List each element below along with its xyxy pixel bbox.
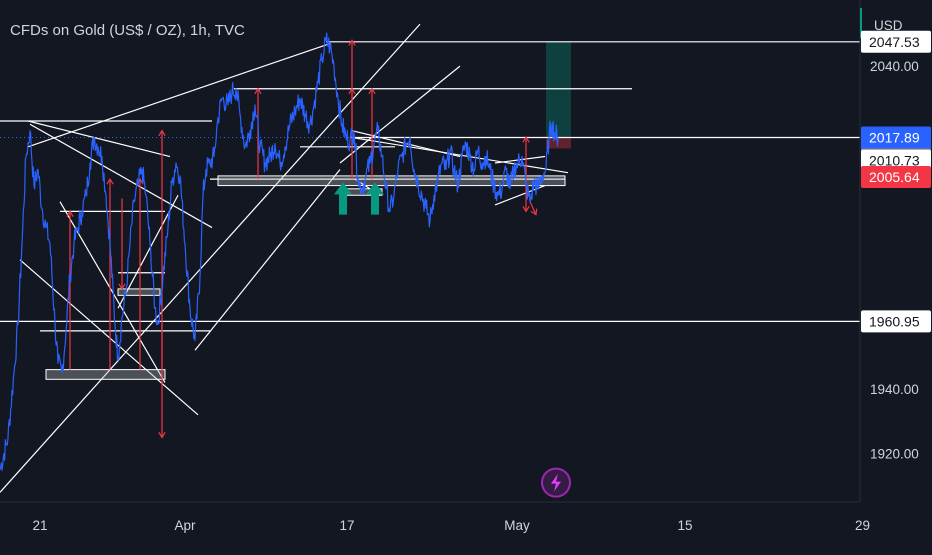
trend-line[interactable] [29,123,213,229]
y-axis-tick-label: 2040.00 [870,59,919,74]
scale-indicator [860,8,862,38]
arrow-head [158,129,166,137]
price-badge-label: 1960.95 [869,313,920,329]
arrow-head [158,431,166,439]
zone-rectangle[interactable] [45,369,166,380]
trend-line[interactable] [494,155,546,164]
price-badge-label: 2005.64 [869,169,920,185]
arrow-head [118,283,126,291]
trend-line[interactable] [59,201,166,383]
price-badge-label: 2010.73 [869,153,920,169]
arrow-head [522,136,530,143]
arrow-head [368,87,376,95]
y-axis-tick-label: 1940.00 [870,382,919,397]
trend-line[interactable] [194,169,341,351]
up-arrow-marker[interactable] [366,182,384,215]
price-badge-label: 2047.53 [869,34,920,50]
time-axis-panel [0,502,860,550]
x-axis-tick-label: May [504,518,530,533]
up-arrow-marker[interactable] [334,182,352,215]
markers-layer[interactable] [334,182,571,498]
arrow-head [530,208,538,216]
drawings-layer[interactable] [0,23,860,493]
price-series-line [0,32,559,471]
price-badge[interactable] [861,30,931,53]
zone-rectangle[interactable] [217,175,566,187]
arrow-line[interactable] [529,201,537,215]
y-axis-tick-label: 1920.00 [870,447,919,462]
arrow-head [348,39,356,46]
x-axis-tick-label: 17 [339,518,354,533]
long-position-stop-zone[interactable] [546,137,571,149]
arrow-head [254,87,262,95]
chart-title[interactable]: CFDs on Gold (US$ / OZ), 1h, TVC [10,22,245,39]
currency-label: USD [874,18,903,33]
trend-line[interactable] [339,65,461,164]
trend-line[interactable] [27,42,331,148]
arrow-head [522,205,530,213]
trend-line[interactable] [117,194,179,309]
x-axis-tick-label: Apr [174,518,196,533]
arrow-head [66,210,74,217]
trend-line[interactable] [19,259,199,416]
price-axis-panel [860,0,932,550]
trend-line[interactable] [27,120,171,158]
price-badge[interactable] [861,166,931,189]
trend-line[interactable] [349,136,569,174]
trend-line[interactable] [0,23,421,493]
lightning-bolt-icon [551,473,561,492]
x-axis-tick-label: 29 [855,518,870,533]
zone-rectangle[interactable] [117,288,161,296]
price-badge[interactable] [861,310,931,333]
arrow-head [106,177,114,185]
series-layer [0,32,559,471]
x-axis-tick-label: 21 [32,518,47,533]
price-badge-label: 2017.89 [869,130,920,146]
x-axis-tick-label: 15 [677,518,692,533]
